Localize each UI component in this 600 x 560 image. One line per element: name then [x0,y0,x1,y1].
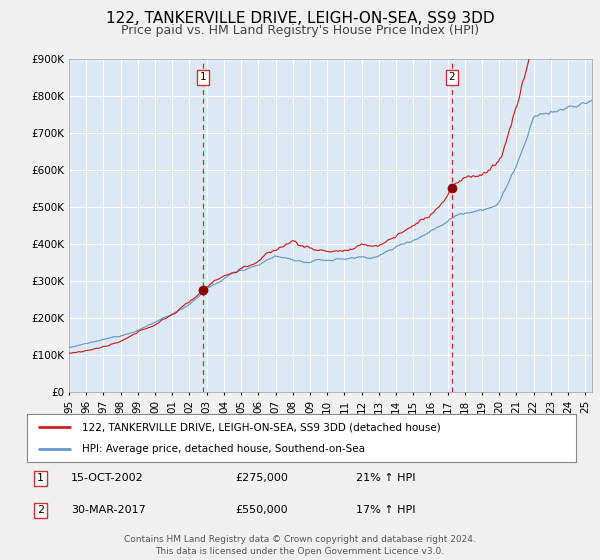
Text: Contains HM Land Registry data © Crown copyright and database right 2024.
This d: Contains HM Land Registry data © Crown c… [124,535,476,556]
Text: 17% ↑ HPI: 17% ↑ HPI [356,505,416,515]
Text: 2: 2 [448,72,455,82]
Text: 122, TANKERVILLE DRIVE, LEIGH-ON-SEA, SS9 3DD (detached house): 122, TANKERVILLE DRIVE, LEIGH-ON-SEA, SS… [82,422,440,432]
Text: 1: 1 [37,473,44,483]
Text: £275,000: £275,000 [236,473,289,483]
Text: 15-OCT-2002: 15-OCT-2002 [71,473,143,483]
Text: 21% ↑ HPI: 21% ↑ HPI [356,473,416,483]
Text: 1: 1 [200,72,206,82]
Text: £550,000: £550,000 [236,505,288,515]
Text: 2: 2 [37,505,44,515]
Text: HPI: Average price, detached house, Southend-on-Sea: HPI: Average price, detached house, Sout… [82,444,365,454]
Text: Price paid vs. HM Land Registry's House Price Index (HPI): Price paid vs. HM Land Registry's House … [121,24,479,36]
Text: 30-MAR-2017: 30-MAR-2017 [71,505,146,515]
Text: 122, TANKERVILLE DRIVE, LEIGH-ON-SEA, SS9 3DD: 122, TANKERVILLE DRIVE, LEIGH-ON-SEA, SS… [106,11,494,26]
